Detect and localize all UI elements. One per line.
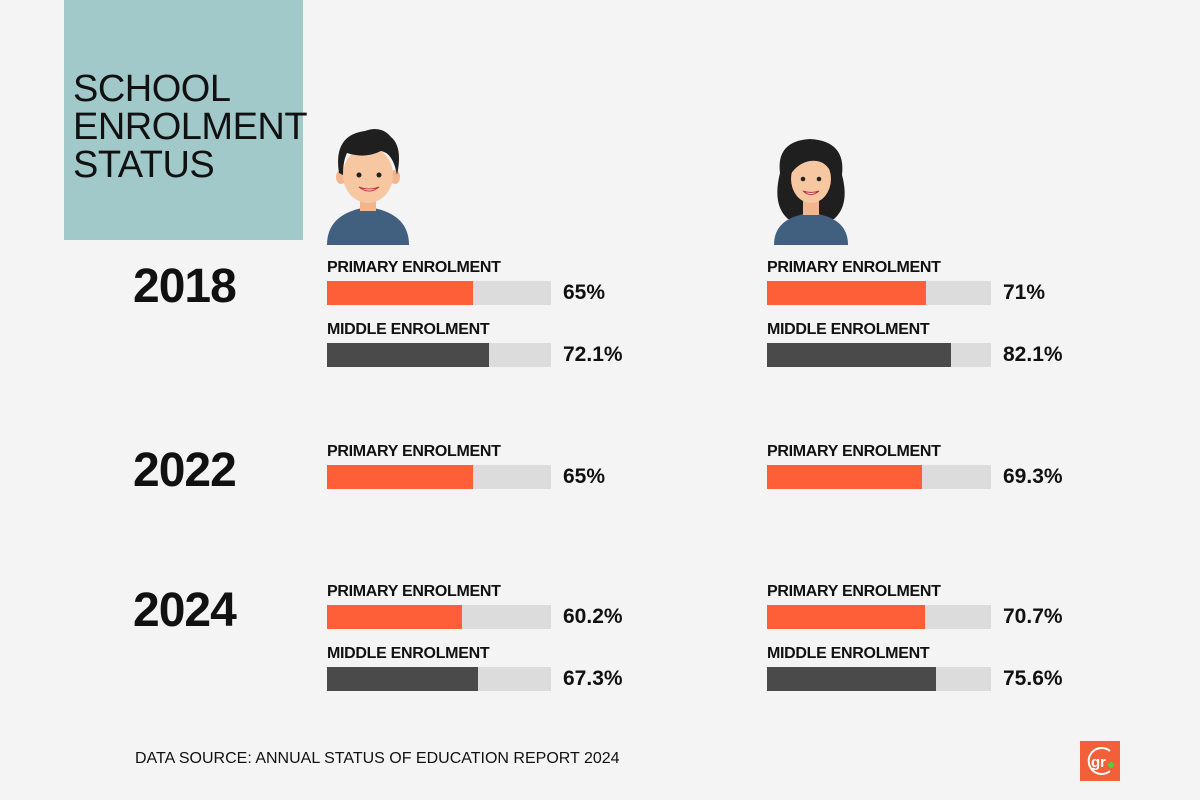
bar-label: PRIMARY ENROLMENT [327,259,501,276]
bar-track [767,281,991,305]
bar-track [327,605,551,629]
bar-track [327,465,551,489]
year-label: 2022 [133,444,237,497]
bar-primary-boy [327,465,473,489]
boy-avatar-icon [327,129,409,245]
bar-label: PRIMARY ENROLMENT [767,443,941,460]
value-label: 82.1% [1003,343,1063,366]
bar-label: MIDDLE ENROLMENT [327,645,490,662]
bar-label: MIDDLE ENROLMENT [767,645,930,662]
girl-avatar-icon [774,139,848,245]
bar-primary-girl [767,281,927,305]
brand-logo: gr [1080,741,1120,781]
logo-icon: gr [1087,747,1114,775]
bar-primary-girl [767,605,926,629]
bar-track [767,343,991,367]
page-title: SCHOOL ENROLMENT STATUS [73,68,308,186]
bar-label: PRIMARY ENROLMENT [327,583,501,600]
value-label: 60.2% [563,605,623,628]
bar-middle-girl [767,667,937,691]
bar-track [767,667,991,691]
bar-label: PRIMARY ENROLMENT [327,443,501,460]
bar-label: MIDDLE ENROLMENT [767,321,930,338]
bar-label: PRIMARY ENROLMENT [767,583,941,600]
svg-text:gr: gr [1091,754,1106,771]
bar-track [767,465,991,489]
bar-track [327,281,551,305]
value-label: 67.3% [563,667,623,690]
value-label: 65% [563,281,606,304]
bar-primary-boy [327,281,473,305]
bar-track [327,667,551,691]
year-label: 2018 [133,260,237,313]
title-line: ENROLMENT [73,106,308,148]
data-source: DATA SOURCE: ANNUAL STATUS OF EDUCATION … [135,750,620,767]
title-line: SCHOOL [73,68,231,110]
bar-label: MIDDLE ENROLMENT [327,321,490,338]
title-box: SCHOOL ENROLMENT STATUS [64,0,308,240]
bar-middle-girl [767,343,951,367]
bar-label: PRIMARY ENROLMENT [767,259,941,276]
bar-primary-boy [327,605,462,629]
value-label: 65% [563,465,606,488]
bar-middle-boy [327,343,489,367]
value-label: 70.7% [1003,605,1063,628]
bar-primary-girl [767,465,923,489]
bar-track [327,343,551,367]
title-line: STATUS [73,144,215,186]
value-label: 75.6% [1003,667,1063,690]
year-label: 2024 [133,584,237,637]
value-label: 69.3% [1003,465,1063,488]
value-label: 71% [1003,281,1046,304]
bar-track [767,605,991,629]
value-label: 72.1% [563,343,623,366]
bar-middle-boy [327,667,478,691]
